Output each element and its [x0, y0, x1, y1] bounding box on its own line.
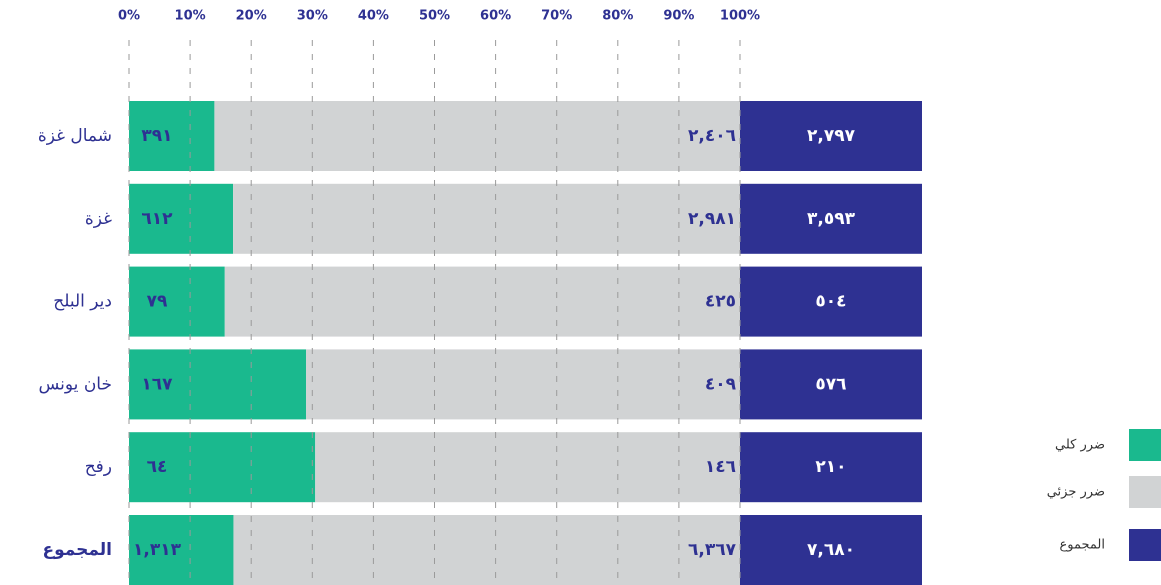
x-tick-label: 20%: [236, 9, 267, 24]
bar-partial: [233, 515, 740, 585]
legend-label: ضرر كلي: [1055, 438, 1105, 453]
category-label: دير البلح: [53, 292, 112, 312]
legend-swatch: [1129, 529, 1161, 561]
x-tick-label: 40%: [358, 9, 389, 24]
bar-full: [129, 266, 225, 337]
category-label: المجموع: [42, 540, 112, 560]
value-label: ٢,٧٩٧: [807, 126, 856, 146]
bar-full: [129, 101, 215, 171]
value-label: ٦١٢: [141, 209, 173, 229]
legend-label: ضرر جزئي: [1047, 485, 1105, 500]
x-tick-label: 60%: [480, 9, 511, 24]
legend-swatch: [1129, 429, 1161, 461]
legend-label: المجموع: [1060, 538, 1105, 553]
category-label: رفح: [85, 457, 112, 477]
bar-partial: [224, 266, 740, 337]
bar-partial: [315, 432, 740, 503]
value-label: ٦,٣٦٧: [688, 540, 737, 560]
value-label: ٤٢٥: [705, 292, 736, 312]
bar-total: [740, 101, 922, 171]
x-tick-label: 50%: [419, 9, 450, 24]
value-label: ٣٩١: [141, 126, 172, 146]
bar-partial: [214, 101, 740, 171]
x-tick-label: 10%: [175, 9, 206, 24]
x-tick-label: 90%: [663, 9, 694, 24]
category-label: خان يونس: [39, 374, 113, 394]
value-label: ٢١٠: [815, 457, 846, 477]
value-label: ٢,٩٨١: [688, 209, 736, 229]
bar-total: [740, 515, 922, 585]
value-label: ٢,٤٠٦: [688, 126, 736, 146]
legend-swatch: [1129, 476, 1161, 508]
x-tick-label: 70%: [541, 9, 572, 24]
category-label: شمال غزة: [38, 126, 112, 146]
bar-partial: [306, 349, 740, 420]
value-label: ١,٣١٣: [133, 540, 182, 560]
x-tick-label: 0%: [118, 9, 140, 24]
x-tick-label: 30%: [297, 9, 328, 24]
bar-partial: [233, 183, 740, 254]
bar-full: [129, 183, 234, 254]
value-label: ٦٤: [147, 457, 168, 477]
value-label: ١٦٧: [141, 374, 173, 394]
value-label: ٧,٦٨٠: [807, 540, 855, 560]
value-label: ٣,٥٩٣: [807, 209, 856, 229]
category-label: غزة: [85, 209, 112, 229]
value-label: ١٤٦: [705, 457, 736, 477]
x-tick-label: 80%: [602, 9, 633, 24]
value-label: ٧٩: [147, 292, 168, 312]
bar-total: [740, 183, 922, 254]
bar-total: [740, 349, 922, 420]
x-tick-label: 100%: [720, 9, 760, 24]
bar-full: [129, 432, 316, 503]
value-label: ٤٠٩: [705, 374, 737, 394]
bar-total: [740, 432, 922, 503]
value-label: ٥٧٦: [815, 374, 846, 394]
bar-full: [129, 349, 307, 420]
bar-full: [129, 515, 234, 585]
bar-total: [740, 266, 922, 337]
value-label: ٥٠٤: [815, 292, 846, 312]
